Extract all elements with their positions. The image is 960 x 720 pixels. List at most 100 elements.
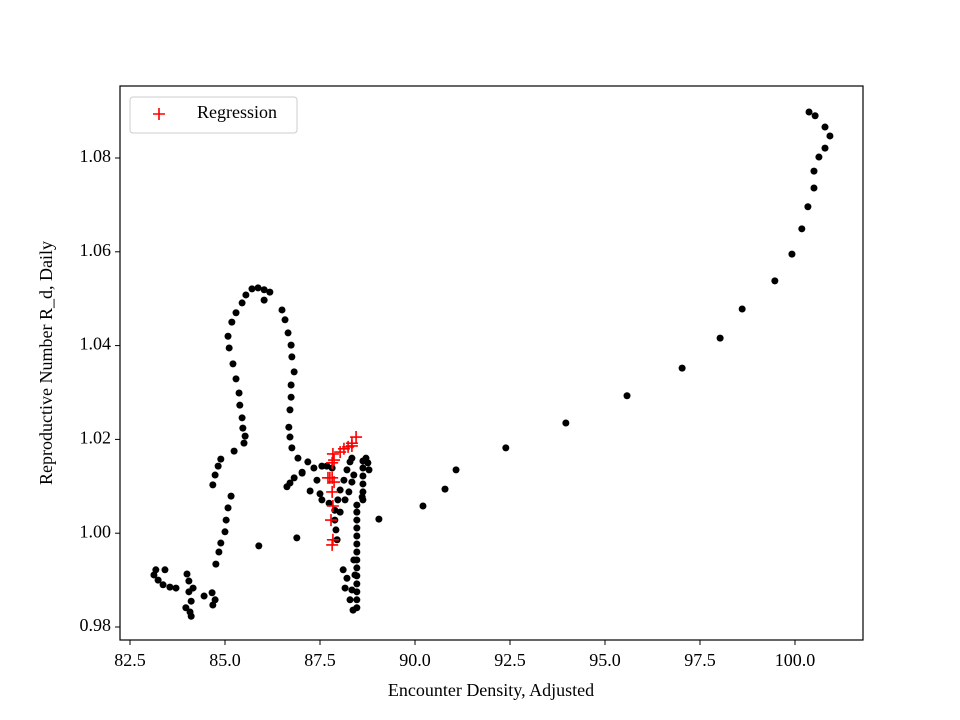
point: [353, 532, 361, 540]
point: [254, 284, 262, 292]
point: [810, 184, 818, 192]
y-tick-label: 1.08: [80, 146, 112, 166]
point: [334, 496, 342, 504]
point: [161, 566, 169, 574]
point: [227, 492, 235, 500]
point: [224, 332, 232, 340]
point: [345, 439, 358, 452]
y-tick-label: 1.06: [80, 240, 112, 260]
point: [339, 566, 347, 574]
point: [255, 542, 263, 550]
y-tick-label: 1.02: [80, 428, 112, 448]
point: [294, 454, 302, 462]
point: [341, 584, 349, 592]
point: [187, 612, 195, 620]
point: [821, 144, 829, 152]
point: [248, 285, 256, 293]
point: [738, 305, 746, 313]
point: [821, 123, 829, 131]
point: [325, 499, 333, 507]
y-tick-label: 1.04: [80, 334, 112, 354]
point: [266, 288, 274, 296]
point: [336, 508, 344, 516]
point: [358, 493, 366, 501]
point: [353, 548, 361, 556]
point: [325, 514, 338, 527]
point: [771, 277, 779, 285]
point: [236, 401, 244, 409]
point: [359, 488, 367, 496]
point: [805, 108, 813, 116]
point: [328, 454, 341, 467]
y-axis-label: Reproductive Number R_d, Daily: [36, 241, 56, 485]
point: [350, 556, 358, 564]
point: [185, 588, 193, 596]
point: [441, 485, 449, 493]
point: [351, 571, 359, 579]
point: [336, 486, 344, 494]
x-tick-label: 100.0: [775, 650, 816, 670]
x-tick-label: 85.0: [209, 650, 241, 670]
point: [209, 481, 217, 489]
point: [349, 606, 357, 614]
point: [152, 566, 160, 574]
point: [365, 466, 373, 474]
x-tick-label: 97.5: [684, 650, 716, 670]
point: [798, 225, 806, 233]
point: [326, 485, 339, 498]
point: [348, 478, 356, 486]
point: [326, 538, 339, 551]
y-tick-label: 0.98: [80, 615, 112, 635]
point: [212, 560, 220, 568]
point: [290, 368, 298, 376]
point: [260, 286, 268, 294]
point: [242, 291, 250, 299]
point: [185, 577, 193, 585]
point: [323, 471, 336, 484]
point: [343, 466, 351, 474]
point: [228, 318, 236, 326]
point: [238, 299, 246, 307]
point: [187, 597, 195, 605]
point: [359, 464, 367, 472]
point: [285, 423, 293, 431]
point: [419, 502, 427, 510]
legend-box: [129, 96, 298, 134]
point: [284, 329, 292, 337]
point: [166, 583, 174, 591]
point: [239, 424, 247, 432]
point: [293, 534, 301, 542]
point: [353, 596, 361, 604]
point: [341, 496, 349, 504]
point: [286, 406, 294, 414]
x-tick-label: 92.5: [494, 650, 526, 670]
point: [323, 462, 331, 470]
plot-frame: [119, 85, 864, 641]
point: [310, 464, 318, 472]
point: [232, 309, 240, 317]
point: [359, 472, 367, 480]
point: [286, 433, 294, 441]
point: [326, 456, 339, 469]
point: [353, 524, 361, 532]
point: [260, 296, 268, 304]
point: [353, 516, 361, 524]
point: [225, 344, 233, 352]
point: [826, 132, 834, 140]
point: [353, 501, 361, 509]
x-tick-label: 90.0: [399, 650, 431, 670]
point: [224, 504, 232, 512]
point: [318, 462, 326, 470]
point: [502, 444, 510, 452]
x-tick-label: 95.0: [589, 650, 621, 670]
point: [340, 476, 348, 484]
point: [562, 419, 570, 427]
point: [208, 589, 216, 597]
point: [290, 474, 298, 482]
point: [350, 471, 358, 479]
point: [287, 341, 295, 349]
point: [200, 592, 208, 600]
point: [240, 439, 248, 447]
point: [287, 393, 295, 401]
point: [159, 581, 167, 589]
